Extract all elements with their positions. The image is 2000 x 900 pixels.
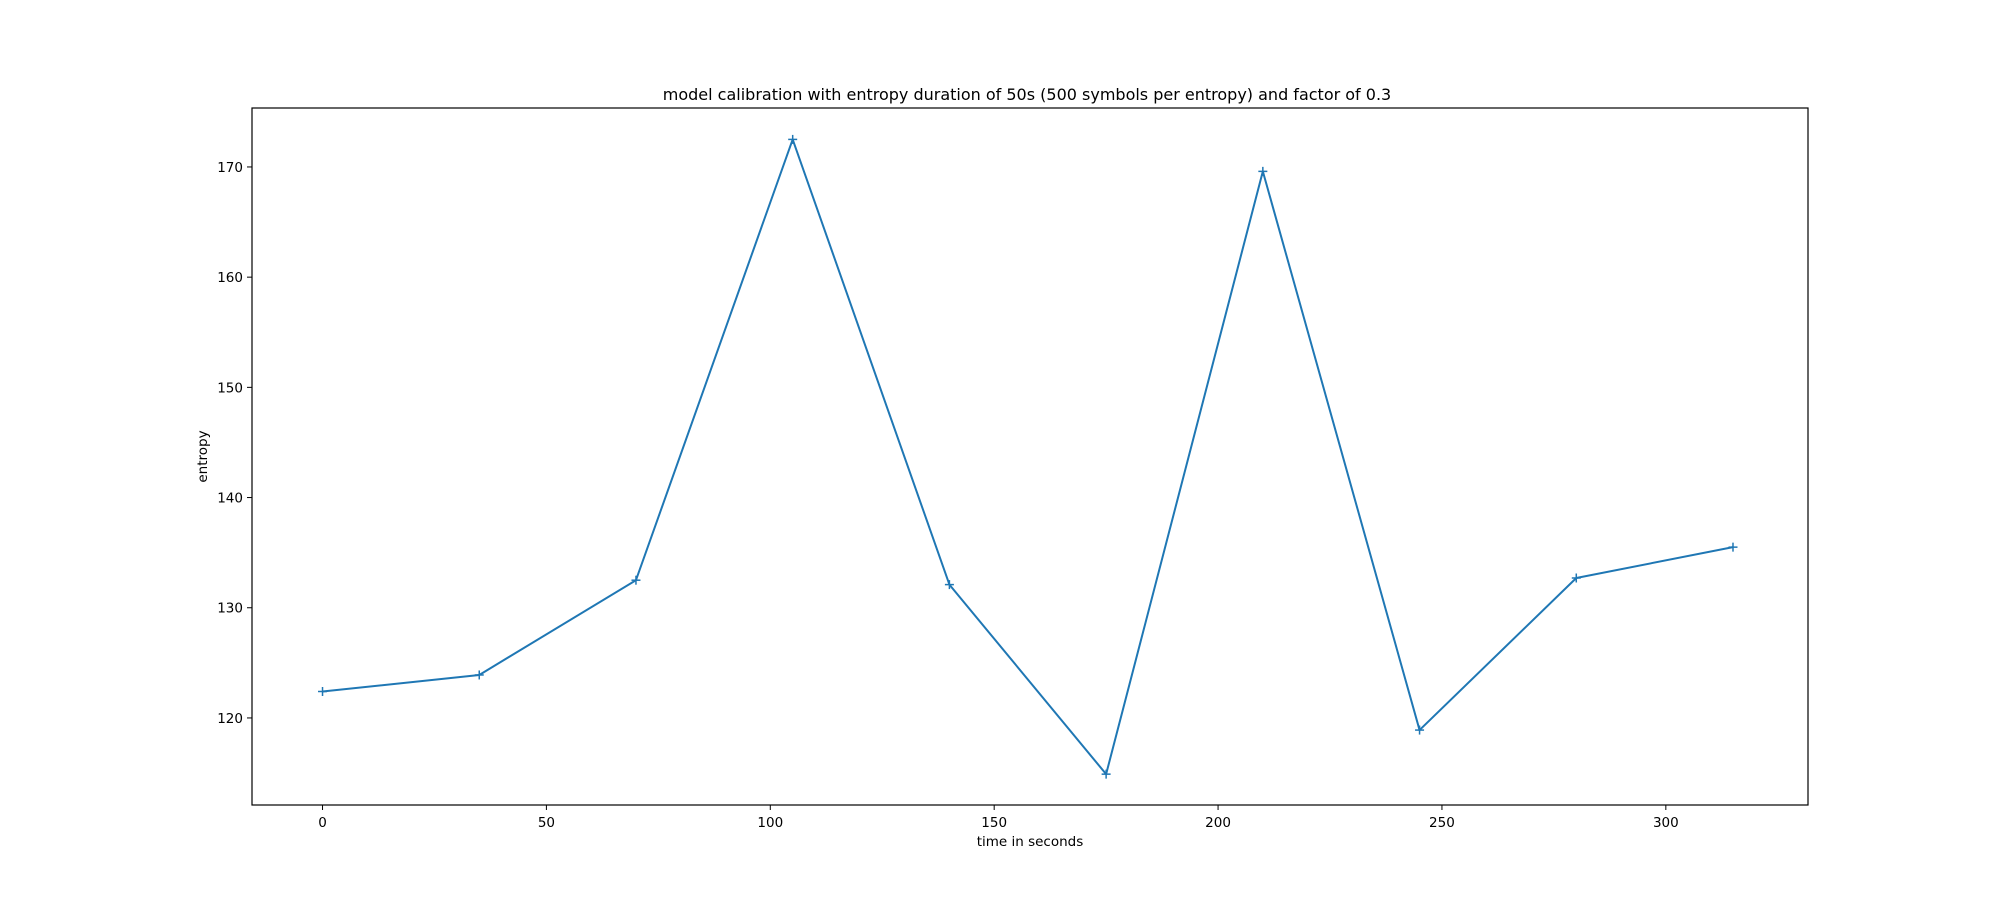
x-axis-label: time in seconds (977, 834, 1084, 850)
x-tick-label: 300 (1653, 815, 1679, 831)
x-tick-label: 200 (1205, 815, 1231, 831)
data-point-marker (1728, 542, 1738, 552)
y-axis: 120 130 140 150 160 170 (217, 160, 252, 727)
data-point-marker (944, 580, 954, 590)
y-tick-label: 160 (217, 270, 243, 286)
axes-frame (251, 107, 1809, 806)
plot-area (318, 134, 1738, 779)
series-line (322, 138, 1734, 776)
data-point-marker (631, 575, 641, 585)
data-point-marker (1258, 166, 1268, 176)
x-tick-label: 250 (1429, 815, 1455, 831)
x-tick-label: 150 (981, 815, 1007, 831)
y-tick-label: 150 (217, 380, 243, 396)
data-point-marker (474, 670, 484, 680)
x-axis: 0 50 100 150 200 250 300 (318, 805, 1679, 831)
data-point-marker (1415, 725, 1425, 735)
x-tick-label: 50 (538, 815, 555, 831)
y-tick-label: 140 (217, 491, 243, 507)
y-axis-label: entropy (195, 430, 211, 482)
x-tick-label: 0 (318, 815, 327, 831)
data-point-marker (1101, 769, 1111, 779)
data-point-marker (788, 134, 798, 144)
chart-title: model calibration with entropy duration … (663, 85, 1391, 104)
data-point-marker (1571, 573, 1581, 583)
y-tick-label: 170 (217, 160, 243, 176)
x-tick-label: 100 (757, 815, 783, 831)
y-tick-label: 120 (217, 711, 243, 727)
data-point-marker (318, 686, 328, 696)
y-tick-label: 130 (217, 601, 243, 617)
